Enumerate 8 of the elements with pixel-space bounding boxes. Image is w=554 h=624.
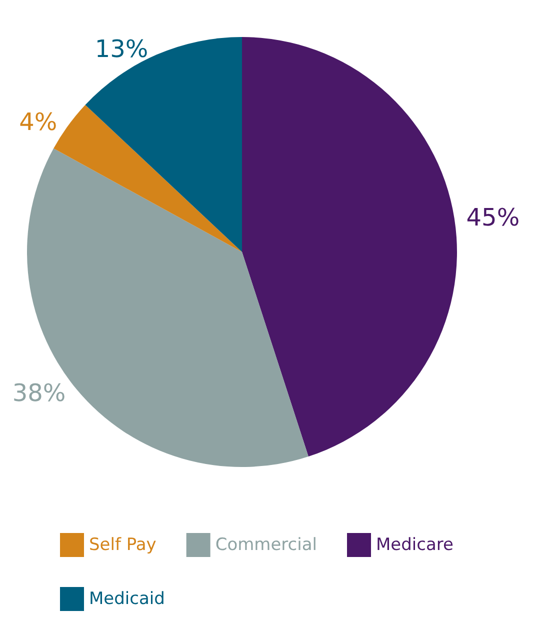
data-label: 45% (466, 203, 520, 232)
legend-label: Medicare (376, 535, 454, 555)
legend-label: Self Pay (89, 535, 156, 555)
data-label: 38% (12, 378, 66, 407)
legend-label: Medicaid (89, 589, 165, 609)
data-label: 13% (94, 35, 148, 64)
legend-label: Commercial (215, 535, 318, 555)
data-label: 4% (19, 108, 58, 136)
